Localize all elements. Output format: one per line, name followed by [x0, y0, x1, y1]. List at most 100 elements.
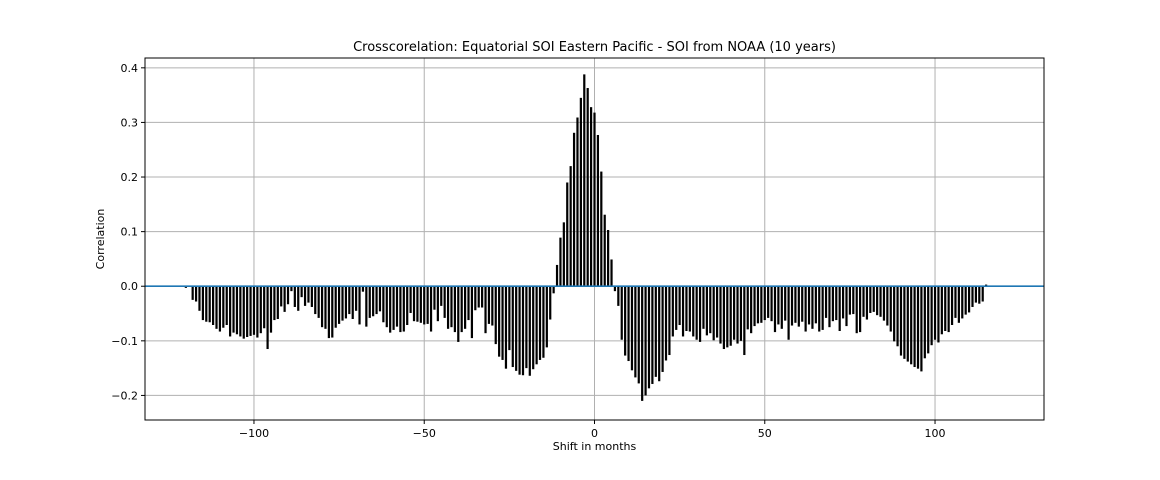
correlation-bar — [382, 286, 385, 323]
correlation-bar — [269, 286, 273, 333]
correlation-bar — [324, 286, 327, 329]
correlation-bar — [617, 286, 620, 306]
correlation-bar — [841, 286, 845, 319]
correlation-bar — [804, 286, 807, 332]
correlation-bar — [722, 286, 726, 350]
correlation-bar — [286, 286, 290, 305]
correlation-bar — [719, 286, 722, 344]
correlation-bar — [566, 182, 569, 287]
correlation-bar — [491, 286, 494, 326]
correlation-bar — [344, 286, 348, 319]
correlation-bar — [191, 286, 194, 300]
correlation-bar — [780, 286, 783, 329]
correlation-bar — [705, 286, 708, 336]
correlation-bar — [378, 286, 382, 312]
correlation-bar — [246, 286, 249, 338]
correlation-bar — [896, 286, 899, 347]
correlation-bar — [865, 286, 869, 320]
correlation-bar — [470, 286, 474, 339]
correlation-bar — [681, 286, 685, 337]
correlation-bar — [259, 286, 262, 334]
correlation-bar — [208, 286, 211, 323]
correlation-bar — [760, 286, 763, 323]
correlation-bar — [365, 286, 368, 327]
correlation-bar — [596, 134, 600, 287]
correlation-bar — [746, 286, 749, 330]
correlation-bar — [559, 237, 562, 287]
correlation-bar — [498, 286, 501, 357]
correlation-bar — [797, 286, 800, 327]
correlation-bar — [879, 286, 882, 317]
correlation-bar — [845, 286, 848, 327]
correlation-bar — [201, 286, 204, 321]
correlation-bar — [610, 259, 613, 287]
correlation-bar — [372, 286, 375, 317]
correlation-bar — [661, 286, 664, 372]
correlation-bar — [644, 286, 647, 396]
correlation-bar — [913, 286, 916, 368]
correlation-bar — [685, 286, 688, 332]
correlation-bar — [709, 286, 712, 334]
correlation-bar — [283, 286, 286, 312]
correlation-bar — [263, 286, 266, 329]
x-axis-label: Shift in months — [553, 440, 637, 453]
correlation-bar — [664, 286, 668, 361]
correlation-bar — [535, 286, 538, 365]
correlation-bar — [872, 286, 875, 312]
correlation-bar — [916, 286, 920, 369]
correlation-bar — [327, 286, 330, 339]
correlation-bar — [807, 286, 811, 325]
correlation-bar — [273, 286, 276, 321]
correlation-bar — [940, 286, 943, 335]
correlation-bar — [882, 286, 886, 321]
correlation-bar — [576, 117, 579, 287]
correlation-bar — [906, 286, 909, 362]
x-axis-ticks: −100 −50 0 50 100 — [239, 420, 946, 440]
correlation-bar — [443, 286, 446, 318]
y-tick-label: 0.4 — [121, 62, 139, 75]
correlation-bars — [184, 74, 988, 401]
correlation-bar — [297, 286, 300, 311]
correlation-bar — [637, 286, 640, 384]
correlation-bar — [814, 286, 817, 324]
x-tick-label: 50 — [758, 427, 772, 440]
correlation-bar — [893, 286, 896, 342]
correlation-bar — [222, 286, 225, 328]
correlation-bar — [184, 286, 187, 288]
correlation-bar — [569, 166, 572, 287]
correlation-bar — [215, 286, 218, 329]
correlation-bar — [828, 286, 831, 328]
correlation-bar — [688, 286, 691, 332]
correlation-bar — [487, 286, 491, 324]
correlation-bar — [433, 286, 436, 310]
correlation-bar — [967, 286, 971, 313]
correlation-bar — [416, 286, 419, 322]
correlation-bar — [436, 286, 439, 322]
correlation-bar — [756, 286, 760, 324]
correlation-bar — [739, 286, 743, 341]
correlation-bar — [409, 286, 412, 313]
correlation-bar — [331, 286, 334, 338]
correlation-bar — [654, 286, 657, 377]
correlation-bar — [525, 286, 528, 369]
correlation-bar — [750, 286, 753, 334]
correlation-bar — [555, 264, 559, 287]
correlation-bar — [630, 286, 634, 371]
correlation-bar — [412, 286, 416, 322]
correlation-bar — [572, 132, 576, 287]
correlation-bar — [777, 286, 780, 325]
correlation-bar — [549, 286, 552, 320]
correlation-bar — [733, 286, 736, 340]
correlation-bar — [402, 286, 405, 332]
x-tick-label: −50 — [413, 427, 436, 440]
correlation-bar — [239, 286, 242, 337]
correlation-bar — [474, 286, 477, 311]
correlation-bar — [552, 286, 555, 294]
correlation-bar — [521, 286, 525, 376]
correlation-bar — [293, 286, 296, 307]
correlation-bar — [770, 286, 773, 322]
correlation-bar — [794, 286, 797, 323]
correlation-bar — [508, 286, 511, 351]
correlation-bar — [790, 286, 794, 326]
correlation-bar — [341, 286, 344, 321]
